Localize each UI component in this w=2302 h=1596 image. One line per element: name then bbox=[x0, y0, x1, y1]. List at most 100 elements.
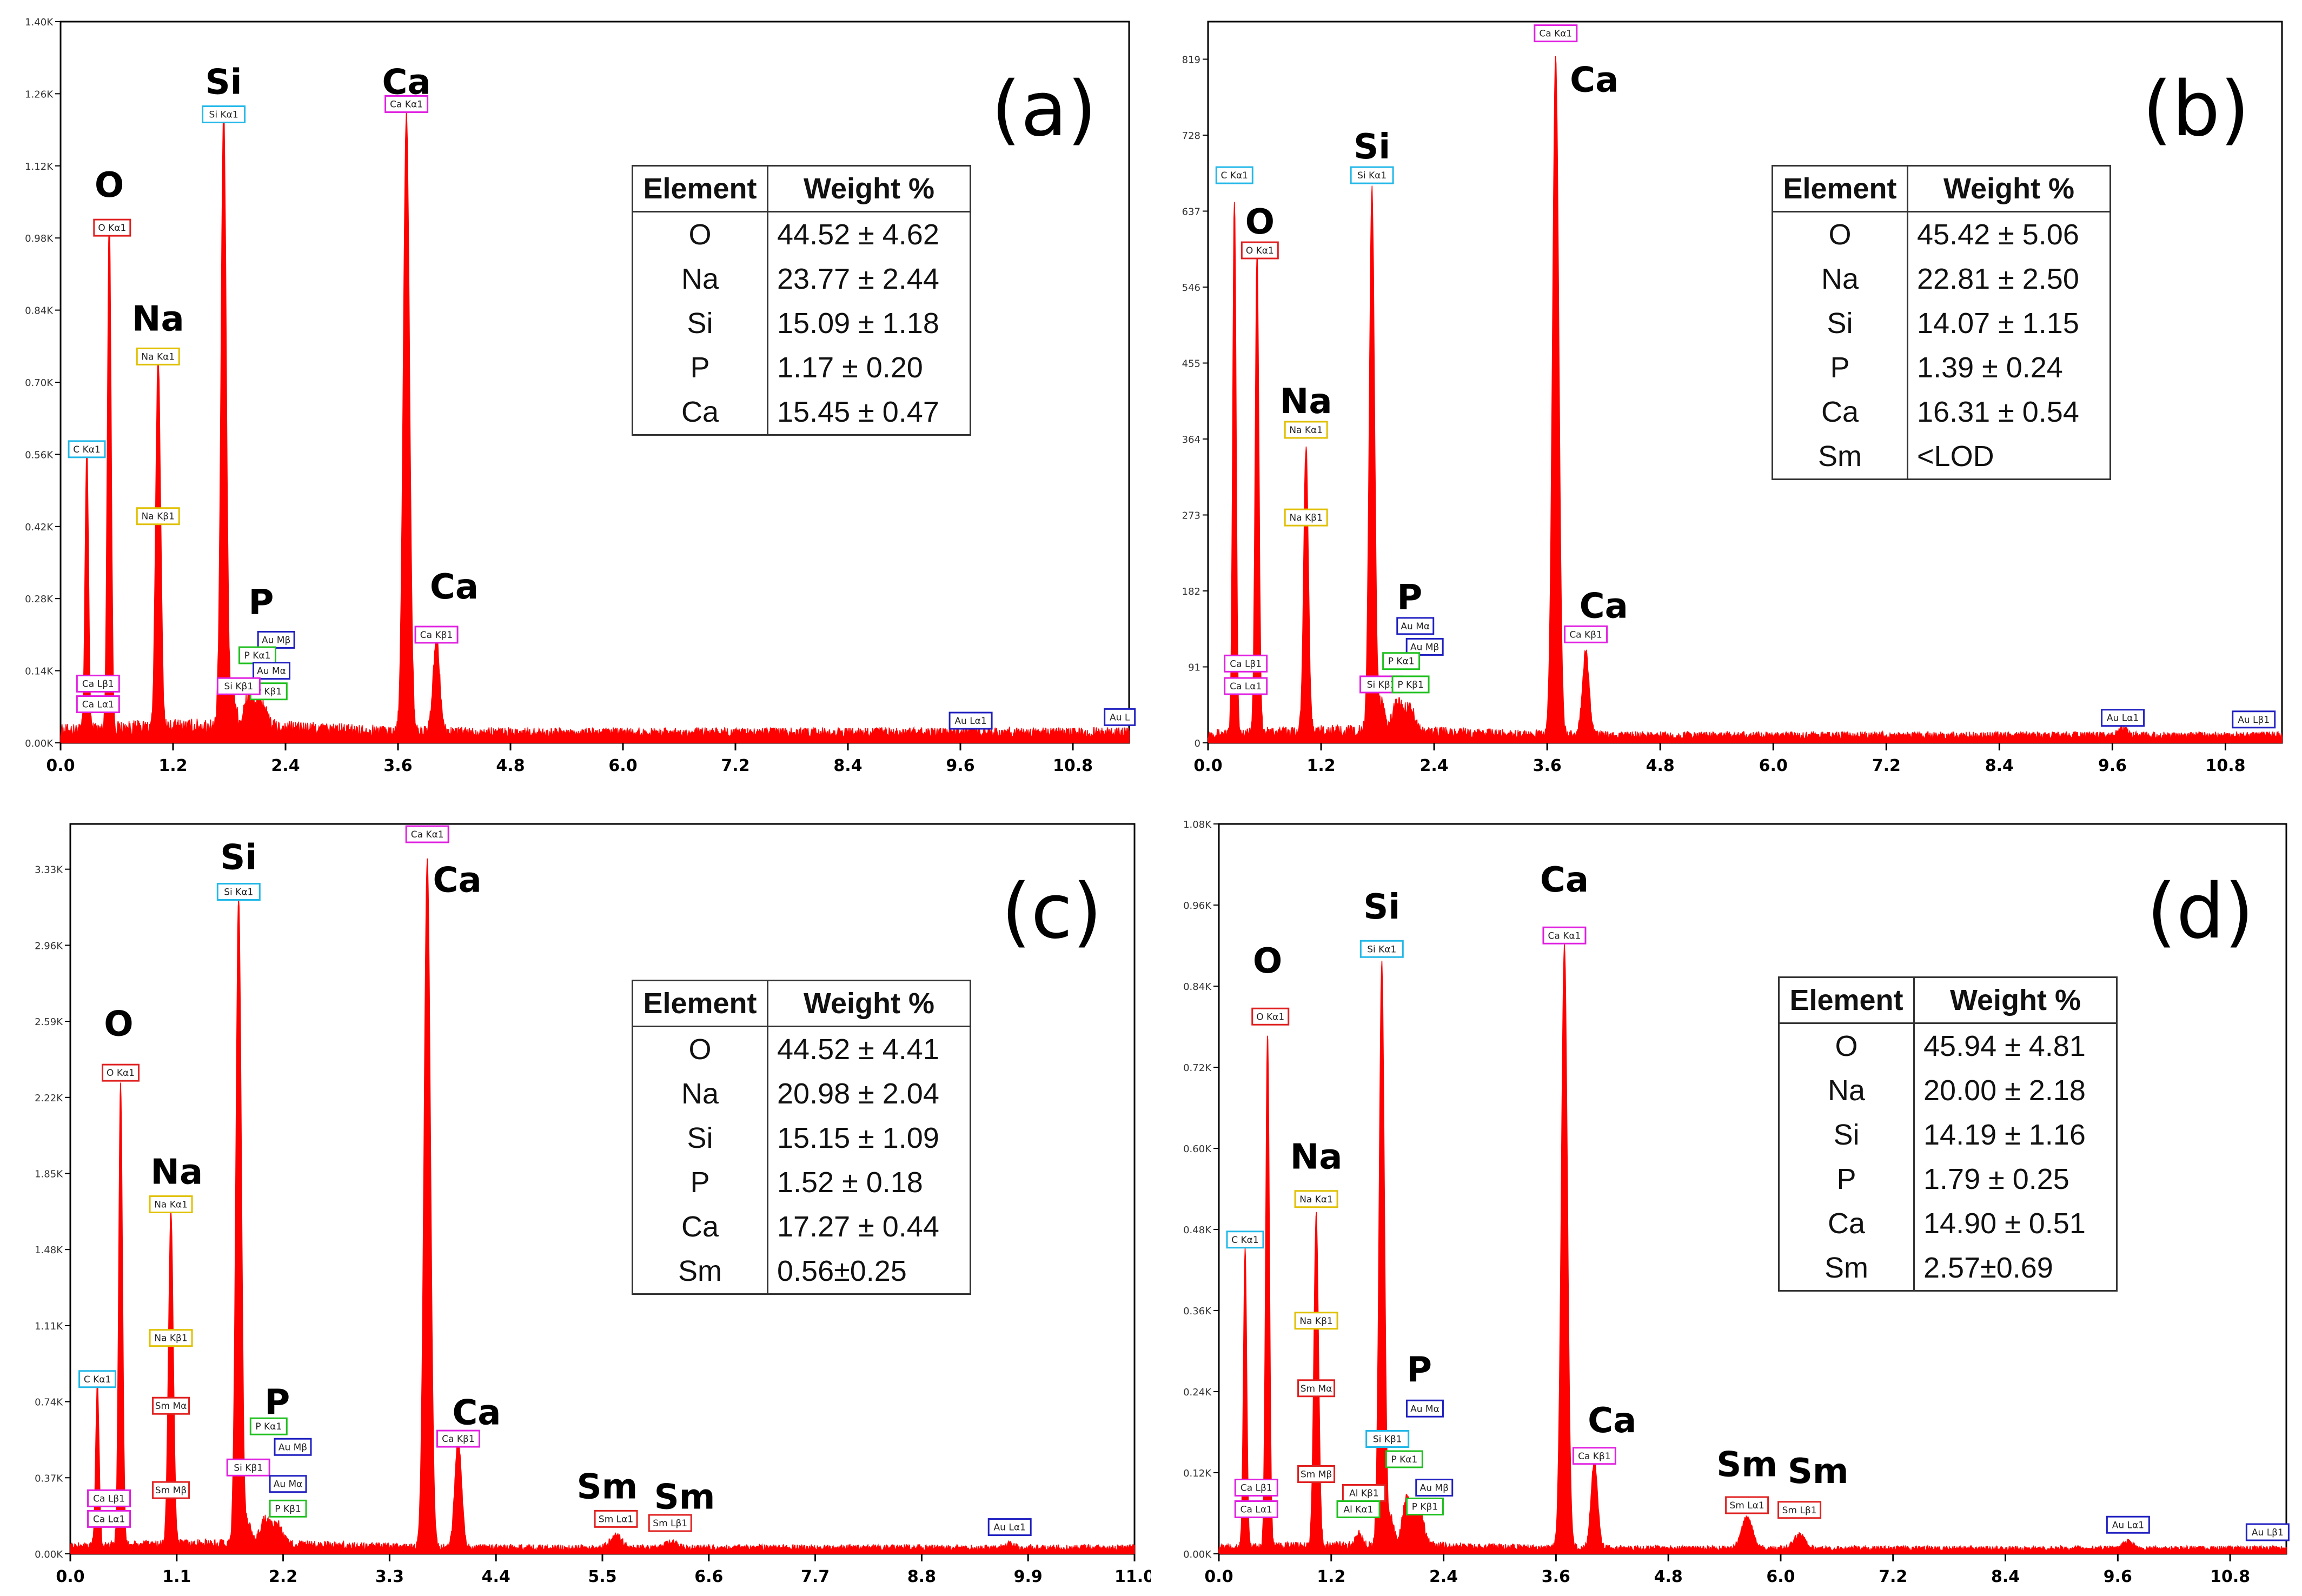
line-tag-text: Sm Lα1 bbox=[599, 1514, 633, 1525]
line-tag: Ca Kα1 bbox=[1534, 24, 1578, 43]
table-header-weight: Weight % bbox=[767, 980, 971, 1027]
plot-frame bbox=[69, 823, 1136, 1555]
table-row: Ca 17.27 ± 0.44 bbox=[632, 1205, 971, 1249]
y-tick-label: 1.48K bbox=[35, 1245, 63, 1256]
element-peak-label: O bbox=[95, 165, 124, 205]
line-tag-box bbox=[1572, 1447, 1616, 1465]
line-tag-text: Ca Kα1 bbox=[1539, 29, 1572, 39]
line-tag: Si Kα1 bbox=[202, 105, 246, 124]
element-peak-label: Si bbox=[220, 838, 257, 878]
line-tag: Si Kα1 bbox=[1359, 940, 1404, 958]
table-cell-weight: 15.09 ± 1.18 bbox=[767, 301, 971, 345]
element-peak-label: Sm bbox=[577, 1467, 638, 1507]
table-cell-element: Na bbox=[632, 257, 768, 301]
table-row: Na 20.98 ± 2.04 bbox=[632, 1072, 971, 1116]
element-peak-label: Ca bbox=[382, 62, 431, 102]
y-tick-label: 3.33K bbox=[35, 864, 63, 876]
table-cell-weight: 44.52 ± 4.41 bbox=[767, 1026, 971, 1072]
y-tick-label: 364 bbox=[1182, 434, 1200, 445]
y-tick-label: 1.12K bbox=[25, 161, 54, 172]
line-tag: Ca Kβ1 bbox=[1564, 625, 1608, 643]
line-tag: P Kβ1 bbox=[1405, 1498, 1444, 1515]
element-peak-label: O bbox=[104, 1005, 133, 1045]
line-tag: Ca Kβ1 bbox=[436, 1429, 480, 1448]
x-tick-label: 10.8 bbox=[1053, 756, 1093, 775]
line-tag: Sm Lβ1 bbox=[648, 1514, 692, 1532]
line-tag-text: Au Mα bbox=[1410, 1404, 1439, 1414]
table-cell-weight: 45.42 ± 5.06 bbox=[1907, 211, 2111, 257]
line-tag-box bbox=[274, 1438, 312, 1456]
table-cell-element: O bbox=[632, 211, 768, 257]
line-tag-text: P Kβ1 bbox=[256, 687, 282, 697]
y-tick-label: 1.85K bbox=[35, 1168, 63, 1180]
x-tick-label: 11.0 bbox=[1114, 1567, 1151, 1586]
element-peak-label: O bbox=[1245, 202, 1275, 242]
x-tick-label: 0.0 bbox=[56, 1567, 84, 1586]
x-tick-label: 10.8 bbox=[2205, 756, 2245, 775]
table-cell-weight: 2.57±0.69 bbox=[1913, 1246, 2118, 1292]
line-tag-text: O Kα1 bbox=[107, 1068, 135, 1079]
x-tick-label: 9.9 bbox=[1014, 1567, 1043, 1586]
line-tag-text: Sm Lβ1 bbox=[653, 1518, 687, 1529]
line-tag: Au Mα bbox=[269, 1475, 307, 1493]
x-tick-label: 7.2 bbox=[721, 756, 749, 775]
element-peak-label: Ca bbox=[452, 1393, 501, 1433]
element-peak-label: Ca bbox=[1580, 586, 1628, 626]
line-tag: Au Lα1 bbox=[948, 711, 993, 730]
panel-label: (c) bbox=[1001, 868, 1102, 956]
x-tick-label: 6.0 bbox=[608, 756, 637, 775]
line-tag-box bbox=[136, 507, 180, 526]
line-tag-text: Si Kα1 bbox=[224, 887, 253, 897]
line-tag: Ca Lβ1 bbox=[1224, 654, 1268, 673]
table-row: Sm <LOD bbox=[1772, 434, 2111, 480]
line-tag-box bbox=[1294, 1312, 1338, 1330]
line-tag-text: Na Kβ1 bbox=[142, 511, 175, 522]
table-cell-weight: 14.90 ± 0.51 bbox=[1913, 1201, 2118, 1246]
y-tick-label: 0.42K bbox=[25, 522, 54, 533]
line-tag-text: Sm Mα bbox=[1301, 1384, 1332, 1394]
line-tag-box bbox=[1284, 508, 1328, 527]
element-peak-label: Sm bbox=[654, 1477, 715, 1517]
y-tick-label: 0.00K bbox=[25, 738, 54, 749]
line-tag-text: Si Kβ1 bbox=[224, 681, 253, 692]
y-tick-label: 0.60K bbox=[1183, 1143, 1212, 1155]
spectrum-chart-b: 0.0 1.2 2.4 3.6 4.8 6.0 7.2 8.4 9.6 10.8 0 91 182 273… bbox=[1182, 21, 2283, 775]
table-row: O 44.52 ± 4.62 bbox=[632, 211, 971, 257]
line-tag-box bbox=[152, 1396, 190, 1415]
line-tag-text: Si Kα1 bbox=[1367, 944, 1396, 955]
panel-label: (b) bbox=[2142, 65, 2250, 154]
composition-table-a: Element Weight % O 44.52 ± 4.62 Na 23.77 ± 2.… bbox=[632, 165, 971, 436]
line-tag-box bbox=[2101, 709, 2145, 727]
line-tag-box bbox=[152, 1481, 190, 1499]
table-cell-weight: 1.52 ± 0.18 bbox=[767, 1160, 971, 1205]
table-row: Ca 16.31 ± 0.54 bbox=[1772, 390, 2111, 434]
line-tag-text: Au L bbox=[1110, 712, 1130, 723]
line-tag-box bbox=[226, 1458, 270, 1477]
line-tag: Au Mβ bbox=[1415, 1479, 1454, 1497]
element-peak-label: Ca bbox=[1540, 860, 1589, 900]
line-tag: Ca Kβ1 bbox=[414, 626, 459, 644]
y-tick-label: 2.59K bbox=[35, 1016, 63, 1028]
line-tag: Na Kα1 bbox=[136, 347, 180, 365]
table-cell-element: Na bbox=[1772, 257, 1908, 301]
element-peak-label: Sm bbox=[1716, 1445, 1777, 1485]
x-tick-label: 7.2 bbox=[1872, 756, 1901, 775]
y-tick-label: 1.26K bbox=[25, 89, 54, 100]
line-tag-box bbox=[87, 1489, 131, 1507]
line-tag-box bbox=[149, 1329, 193, 1347]
y-tick-label: 819 bbox=[1182, 54, 1200, 65]
line-tag: P Kα1 bbox=[1385, 1450, 1423, 1468]
line-tag: Au Mα bbox=[1396, 617, 1435, 635]
table-row: P 1.17 ± 0.20 bbox=[632, 345, 971, 390]
line-tag-text: O Kα1 bbox=[98, 223, 126, 234]
line-tag: Si Kβ1 bbox=[216, 677, 261, 695]
line-tag-text: Ca Kα1 bbox=[390, 99, 423, 110]
line-tag-box bbox=[948, 711, 993, 730]
element-peak-label: O bbox=[1253, 941, 1282, 981]
line-tag-text: Au Mβ bbox=[262, 635, 290, 646]
line-tag-text: O Kα1 bbox=[1256, 1012, 1284, 1022]
y-tick-label: 0.98K bbox=[25, 233, 54, 244]
line-tag-box bbox=[269, 1499, 307, 1518]
table-row: O 44.52 ± 4.41 bbox=[632, 1026, 971, 1072]
line-tag: Au Lα1 bbox=[2106, 1515, 2150, 1534]
